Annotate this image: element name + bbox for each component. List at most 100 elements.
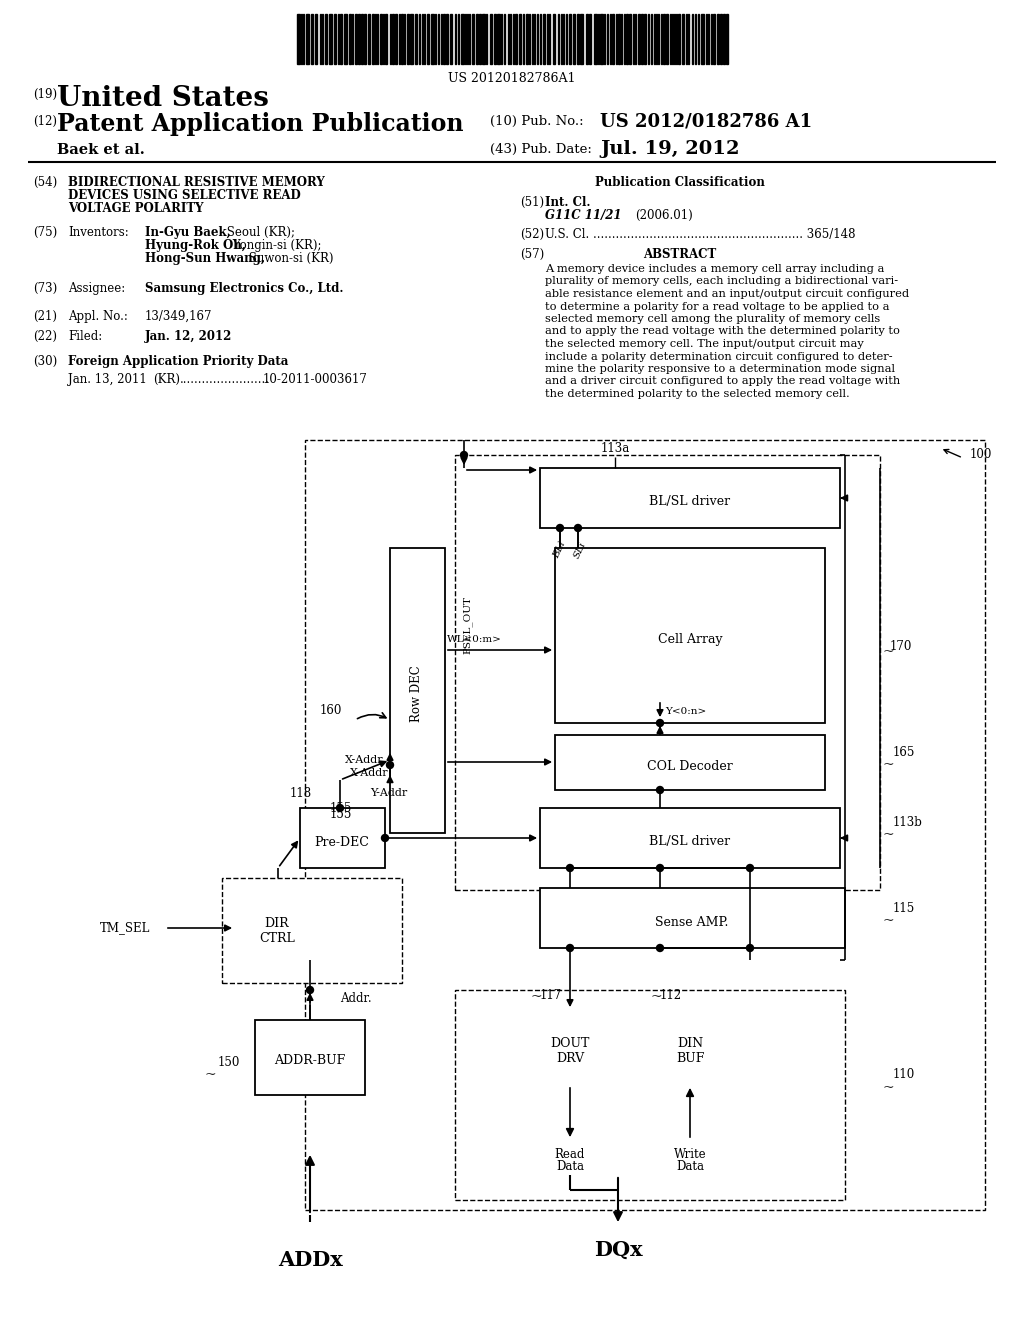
Text: ........................: ........................ bbox=[180, 374, 270, 385]
Text: (19): (19) bbox=[33, 88, 57, 102]
Circle shape bbox=[566, 865, 573, 871]
Text: Suwon-si (KR): Suwon-si (KR) bbox=[245, 252, 334, 265]
Bar bbox=[644, 15, 645, 63]
Bar bbox=[723, 15, 725, 63]
Bar bbox=[364, 15, 366, 63]
Bar bbox=[305, 15, 308, 63]
Bar bbox=[461, 15, 464, 63]
Text: mine the polarity responsive to a determination mode signal: mine the polarity responsive to a determ… bbox=[545, 364, 895, 374]
Text: Pre-DEC: Pre-DEC bbox=[314, 836, 370, 849]
Bar bbox=[708, 15, 709, 63]
Bar bbox=[389, 15, 391, 63]
Text: Inventors:: Inventors: bbox=[68, 226, 129, 239]
Bar bbox=[302, 15, 304, 63]
Text: Jul. 19, 2012: Jul. 19, 2012 bbox=[600, 140, 739, 158]
Bar bbox=[361, 15, 362, 63]
Text: the determined polarity to the selected memory cell.: the determined polarity to the selected … bbox=[545, 389, 850, 399]
Bar bbox=[612, 15, 614, 63]
Bar bbox=[589, 15, 591, 63]
Text: 155: 155 bbox=[330, 808, 352, 821]
Circle shape bbox=[656, 719, 664, 726]
Text: 113a: 113a bbox=[600, 442, 630, 455]
Text: selected memory cell among the plurality of memory cells: selected memory cell among the plurality… bbox=[545, 314, 881, 323]
Circle shape bbox=[746, 945, 754, 952]
Circle shape bbox=[337, 804, 343, 812]
Bar bbox=[348, 15, 350, 63]
Bar bbox=[726, 15, 727, 63]
Text: ~: ~ bbox=[205, 1068, 217, 1082]
Text: Seoul (KR);: Seoul (KR); bbox=[223, 226, 295, 239]
Text: Int. Cl.: Int. Cl. bbox=[545, 195, 591, 209]
Text: ADDx: ADDx bbox=[278, 1250, 342, 1270]
Bar bbox=[338, 15, 339, 63]
Bar bbox=[508, 15, 509, 63]
Text: 118: 118 bbox=[290, 787, 312, 800]
Text: Y-Addr: Y-Addr bbox=[370, 788, 408, 799]
Bar bbox=[325, 15, 327, 63]
Bar bbox=[415, 15, 417, 63]
Text: Publication Classification: Publication Classification bbox=[595, 176, 765, 189]
Bar bbox=[310, 15, 312, 63]
Bar bbox=[594, 15, 597, 63]
Circle shape bbox=[382, 834, 388, 842]
Bar bbox=[455, 455, 880, 890]
Bar bbox=[390, 548, 445, 833]
Bar bbox=[519, 15, 521, 63]
Circle shape bbox=[306, 986, 313, 994]
Circle shape bbox=[574, 524, 582, 532]
Bar bbox=[504, 15, 505, 63]
Bar bbox=[555, 548, 825, 723]
Text: (2006.01): (2006.01) bbox=[635, 209, 693, 222]
Text: ~: ~ bbox=[882, 645, 894, 659]
Circle shape bbox=[566, 945, 573, 952]
Bar bbox=[354, 15, 357, 63]
Circle shape bbox=[656, 945, 664, 952]
Text: and a driver circuit configured to apply the read voltage with: and a driver circuit configured to apply… bbox=[545, 376, 900, 387]
Bar bbox=[663, 15, 665, 63]
Bar bbox=[553, 15, 555, 63]
Bar bbox=[618, 15, 620, 63]
Text: BIDIRECTIONAL RESISTIVE MEMORY: BIDIRECTIONAL RESISTIVE MEMORY bbox=[68, 176, 325, 189]
Bar bbox=[666, 15, 668, 63]
Text: A memory device includes a memory cell array including a: A memory device includes a memory cell a… bbox=[545, 264, 885, 275]
Bar bbox=[609, 15, 611, 63]
Bar bbox=[580, 15, 583, 63]
Text: Write: Write bbox=[674, 1148, 707, 1162]
Bar bbox=[540, 888, 845, 948]
Bar bbox=[401, 15, 402, 63]
Text: 115: 115 bbox=[893, 902, 915, 915]
Text: WL<0:m>: WL<0:m> bbox=[447, 635, 502, 644]
Text: Y<0:n>: Y<0:n> bbox=[665, 708, 707, 717]
Text: Jan. 12, 2012: Jan. 12, 2012 bbox=[145, 330, 232, 343]
Text: (43) Pub. Date:: (43) Pub. Date: bbox=[490, 143, 592, 156]
Bar bbox=[368, 15, 370, 63]
Text: (KR): (KR) bbox=[153, 374, 180, 385]
Text: the selected memory cell. The input/output circuit may: the selected memory cell. The input/outp… bbox=[545, 339, 864, 348]
Circle shape bbox=[556, 524, 563, 532]
Circle shape bbox=[656, 865, 664, 871]
Text: Row DEC: Row DEC bbox=[411, 665, 424, 722]
Bar bbox=[407, 15, 409, 63]
Text: Hyung-Rok Oh,: Hyung-Rok Oh, bbox=[145, 239, 246, 252]
Text: ~: ~ bbox=[650, 990, 662, 1005]
Text: (12): (12) bbox=[33, 115, 57, 128]
Text: Data: Data bbox=[556, 1160, 584, 1173]
Bar bbox=[427, 15, 428, 63]
Text: ~: ~ bbox=[882, 758, 894, 772]
Bar bbox=[682, 15, 684, 63]
Text: ~: ~ bbox=[882, 828, 894, 842]
Text: Samsung Electronics Co., Ltd.: Samsung Electronics Co., Ltd. bbox=[145, 282, 343, 294]
Bar bbox=[635, 15, 636, 63]
Text: (22): (22) bbox=[33, 330, 57, 343]
Bar bbox=[340, 15, 341, 63]
Text: 165: 165 bbox=[893, 746, 915, 759]
Text: 112: 112 bbox=[660, 989, 682, 1002]
Text: able resistance element and an input/output circuit configured: able resistance element and an input/out… bbox=[545, 289, 909, 300]
Text: COL Decoder: COL Decoder bbox=[647, 759, 733, 772]
Text: ~: ~ bbox=[882, 1081, 894, 1096]
Bar bbox=[515, 15, 517, 63]
Text: ~: ~ bbox=[530, 990, 542, 1005]
Text: (57): (57) bbox=[520, 248, 544, 261]
Bar bbox=[442, 15, 444, 63]
Bar bbox=[555, 735, 825, 789]
